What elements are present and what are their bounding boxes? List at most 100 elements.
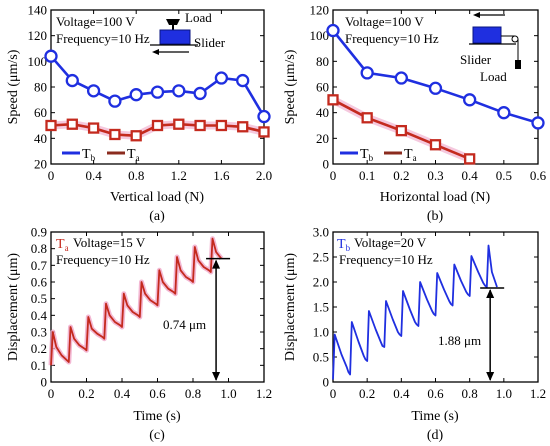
panel-c-annotation-frequency: Frequency=10 Hz xyxy=(56,252,150,267)
ytick-label: 0.3 xyxy=(31,325,47,340)
point-Ta xyxy=(361,112,373,124)
vertical-load-slider-icon xyxy=(150,19,198,55)
point-Tb xyxy=(150,85,165,99)
point-Ta xyxy=(87,122,100,134)
xtick-label: 0 xyxy=(330,168,337,183)
panel-c-annotation-voltage: Voltage=15 V xyxy=(73,235,146,250)
point-Ta xyxy=(464,153,476,165)
point-Ta xyxy=(327,94,339,106)
ytick-label: 0.8 xyxy=(31,241,47,256)
panel-d-annotation-voltage: Voltage=20 V xyxy=(354,235,427,250)
ytick-label: 80 xyxy=(34,80,47,95)
xtick-label: 0.4 xyxy=(462,168,479,183)
ytick-label: 0.6 xyxy=(31,275,48,290)
panel-a-annotation-frequency: Frequency=10 Hz xyxy=(56,31,150,46)
ytick-label: 60 xyxy=(34,105,47,120)
panel-b-yticks: 0 20 40 60 80 100 120 xyxy=(310,3,538,172)
point-Tb xyxy=(44,49,58,63)
panel-a-legend: Tb Ta xyxy=(62,147,140,163)
load-label: Load xyxy=(480,69,507,84)
panel-c-xlabel: Time (s) xyxy=(133,409,181,424)
xtick-label: 0.6 xyxy=(149,386,166,401)
ytick-label: 0 xyxy=(41,375,48,390)
ytick-label: 0.5 xyxy=(31,291,47,306)
xtick-label: 0.2 xyxy=(359,386,375,401)
legend-tb-label: Tb xyxy=(360,147,374,163)
slider-block-icon xyxy=(472,26,502,44)
xtick-label: 0 xyxy=(48,168,55,183)
xtick-label: 1.2 xyxy=(256,386,272,401)
xtick-label: 1.2 xyxy=(530,386,546,401)
point-Ta xyxy=(194,119,206,132)
panel-b-series xyxy=(326,23,545,165)
slider-label: Slider xyxy=(460,52,492,67)
slider-block-icon xyxy=(159,29,191,45)
panel-b-ylabel: Speed (μm/s) xyxy=(283,49,298,124)
panel-a-yticks: 20 40 60 80 100 120 140 xyxy=(28,3,264,172)
point-Tb xyxy=(463,93,477,107)
panel-a-xlabel: Vertical load (N) xyxy=(110,190,204,205)
point-Ta xyxy=(66,118,78,130)
panel-d-xlabel: Time (s) xyxy=(411,409,459,424)
xtick-label: 0.2 xyxy=(393,168,409,183)
point-Ta xyxy=(215,119,228,132)
series-line-Tb xyxy=(332,244,498,380)
xtick-label: 0.4 xyxy=(85,168,102,183)
panel-a-annotation-voltage: Voltage=100 V xyxy=(56,14,135,29)
xtick-label: 0 xyxy=(48,386,55,401)
xtick-label: 0.4 xyxy=(114,386,131,401)
panel-a-ylabel: Speed (μm/s) xyxy=(6,49,21,124)
point-Tb xyxy=(360,66,374,80)
panel-c: 00.10.20.30.40.50.60.70.80.9 0 0.2 0.4 0.6 0… xyxy=(6,225,272,444)
ytick-label: 0 xyxy=(323,157,330,172)
xtick-label: 1.2 xyxy=(171,168,187,183)
panel-b-annotation-frequency: Frequency=10 Hz xyxy=(345,31,439,46)
measure-arrowhead-down xyxy=(212,372,221,381)
horizontal-load-slider-icon xyxy=(469,12,521,69)
panel-c-measure xyxy=(206,257,231,381)
point-Ta xyxy=(173,118,185,130)
xtick-label: 2.0 xyxy=(256,168,272,183)
panel-d-series-label: Tb xyxy=(337,237,351,253)
hanging-weight-icon xyxy=(515,60,521,69)
measure-arrowhead-up xyxy=(212,259,221,269)
point-Ta xyxy=(429,139,442,151)
legend-ta-label: Ta xyxy=(127,147,140,163)
point-Tb xyxy=(193,86,207,101)
xtick-label: 0.6 xyxy=(530,168,547,183)
point-Tb xyxy=(236,73,250,88)
panel-c-series-label: Ta xyxy=(56,237,69,253)
panel-d-measure-label: 1.88 μm xyxy=(438,333,481,348)
ytick-label: 3.0 xyxy=(313,225,329,240)
ytick-label: 20 xyxy=(316,131,329,146)
point-Ta xyxy=(395,124,407,137)
point-Ta xyxy=(237,121,249,133)
ytick-label: 0.1 xyxy=(31,358,47,373)
point-Ta xyxy=(45,119,57,132)
panel-b-xticks: 0 0.1 0.2 0.3 0.4 0.5 0.6 xyxy=(330,10,547,183)
panel-a: 20 40 60 80 100 120 140 0 0.4 0.8 1.2 1.6 2.0 Volta… xyxy=(6,3,272,225)
point-Tb xyxy=(129,88,143,102)
panel-d-xticks: 0 0.2 0.4 0.6 0.8 1.0 1.2 xyxy=(330,232,546,401)
point-Ta xyxy=(130,130,142,142)
xtick-label: 0.4 xyxy=(393,386,410,401)
ytick-label: 80 xyxy=(316,54,329,69)
ytick-label: 2.0 xyxy=(313,275,329,290)
point-Tb xyxy=(326,23,340,38)
direction-arrowhead-icon xyxy=(473,12,480,18)
measure-arrowhead-up xyxy=(486,289,495,298)
panel-b-xlabel: Horizontal load (N) xyxy=(380,190,491,205)
measure-arrowhead-down xyxy=(486,372,495,381)
load-weight-icon xyxy=(166,19,180,25)
panel-d-measure xyxy=(480,287,505,381)
ytick-label: 20 xyxy=(34,157,47,172)
panel-c-measure-label: 0.74 μm xyxy=(163,317,206,332)
panel-d-caption: (d) xyxy=(427,428,444,443)
point-Tb xyxy=(257,109,271,124)
panel-a-caption: (a) xyxy=(149,209,165,224)
ytick-label: 0 xyxy=(323,375,330,390)
ytick-label: 0.7 xyxy=(31,258,48,273)
xtick-label: 1.0 xyxy=(220,386,236,401)
point-Ta xyxy=(151,119,164,132)
